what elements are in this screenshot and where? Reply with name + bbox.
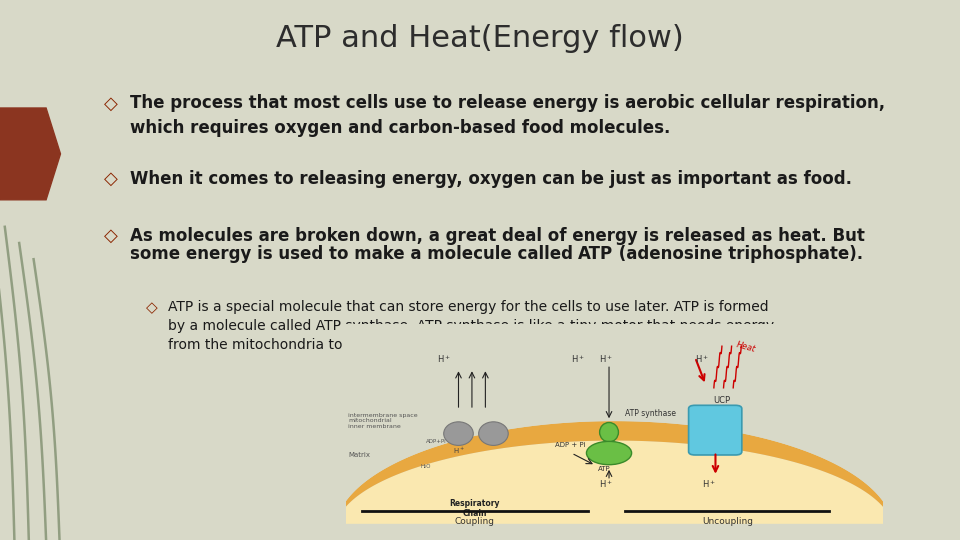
Text: Uncoupling: Uncoupling	[702, 517, 753, 526]
Text: Matrix: Matrix	[348, 452, 371, 458]
Text: ADP+Pi: ADP+Pi	[426, 440, 446, 444]
Text: As molecules are broken down, a great deal of energy is released as heat. But: As molecules are broken down, a great de…	[130, 227, 864, 245]
Text: H$^+$: H$^+$	[571, 353, 586, 365]
Text: Coupling: Coupling	[455, 517, 494, 526]
Circle shape	[587, 441, 632, 465]
Text: ◇: ◇	[104, 227, 117, 245]
Text: Heat: Heat	[735, 340, 756, 354]
Text: ATP: ATP	[578, 245, 613, 264]
Text: ◇: ◇	[104, 94, 117, 112]
Text: H$^+$: H$^+$	[695, 353, 709, 365]
Text: (adenosine triphosphate).: (adenosine triphosphate).	[613, 245, 864, 264]
Text: ATP and Heat(Energy flow): ATP and Heat(Energy flow)	[276, 24, 684, 53]
Text: When it comes to releasing energy, oxygen can be just as important as food.: When it comes to releasing energy, oxyge…	[130, 170, 852, 188]
Text: H$^+$: H$^+$	[599, 353, 613, 365]
Text: intermembrane space: intermembrane space	[348, 413, 418, 418]
Text: ◇: ◇	[104, 170, 117, 188]
Text: ATP is a special molecule that can store energy for the cells to use later. ATP : ATP is a special molecule that can store…	[168, 300, 774, 352]
Ellipse shape	[479, 422, 508, 446]
Text: ATP synthase: ATP synthase	[625, 409, 676, 417]
Text: ADP + Pi: ADP + Pi	[555, 442, 586, 449]
Text: some energy is used to make a molecule called: some energy is used to make a molecule c…	[130, 245, 578, 264]
Text: H$^+$: H$^+$	[453, 446, 465, 456]
Text: H$^+$: H$^+$	[702, 478, 715, 490]
Polygon shape	[0, 108, 60, 200]
Text: ATP: ATP	[598, 466, 611, 472]
Polygon shape	[329, 441, 900, 532]
Text: H₂O: H₂O	[420, 464, 431, 469]
Text: ◇: ◇	[146, 300, 157, 315]
Text: H$^+$: H$^+$	[437, 353, 451, 365]
FancyBboxPatch shape	[688, 406, 742, 455]
Text: UCP: UCP	[713, 396, 731, 405]
Polygon shape	[335, 421, 894, 532]
Ellipse shape	[444, 422, 473, 446]
Polygon shape	[335, 324, 894, 532]
Text: mitochondrial
inner membrane: mitochondrial inner membrane	[348, 418, 401, 429]
Text: The process that most cells use to release energy is aerobic cellular respiratio: The process that most cells use to relea…	[130, 94, 885, 137]
Text: H$^+$: H$^+$	[599, 478, 613, 490]
Text: Respiratory
Chain: Respiratory Chain	[449, 499, 500, 518]
Ellipse shape	[600, 422, 618, 442]
